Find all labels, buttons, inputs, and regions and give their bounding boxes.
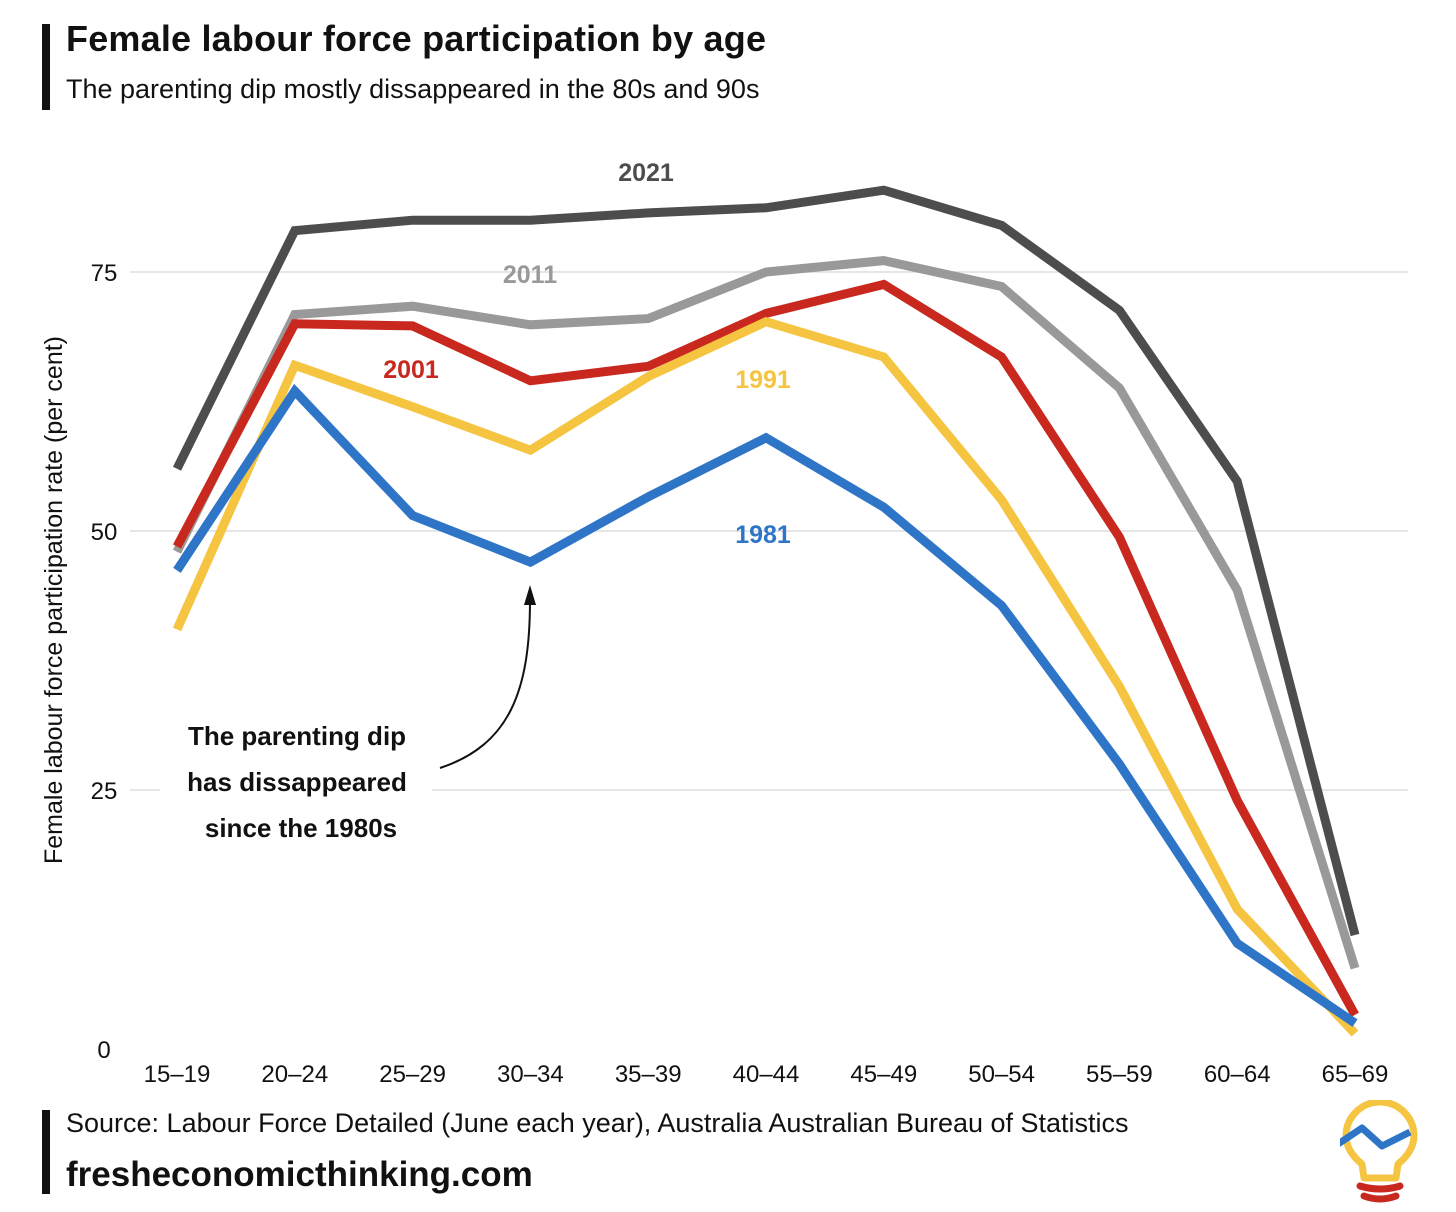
footer-accent-bar — [42, 1110, 50, 1194]
y-tick-label: 50 — [91, 519, 118, 546]
x-tick-label: 45–49 — [850, 1061, 917, 1088]
lightbulb-logo-icon — [1340, 1100, 1418, 1203]
series-label-2021: 2021 — [618, 159, 674, 187]
line-chart: 0 25 50 75 15–19 20–24 25–29 30–34 35–39 40–44 45… — [40, 159, 1408, 1088]
y-axis-label: Female labour force participation rate (… — [40, 336, 68, 864]
annotation-line-3: since the 1980s — [205, 813, 397, 843]
y-tick-label: 75 — [91, 260, 118, 287]
x-tick-label: 25–29 — [379, 1061, 446, 1088]
x-tick-label: 50–54 — [968, 1061, 1035, 1088]
y-axis-ticks: 0 25 50 75 — [91, 260, 118, 1064]
chart-title: Female labour force participation by age — [66, 18, 767, 59]
chart-subtitle: The parenting dip mostly dissappeared in… — [66, 74, 760, 104]
annotation-arrowhead — [524, 585, 536, 605]
annotation-arrow — [439, 599, 531, 769]
series-line-2011 — [172, 256, 1360, 970]
annotation: The parenting dip has dissappeared since… — [160, 585, 536, 852]
website-url: fresheconomicthinking.com — [66, 1155, 533, 1194]
x-tick-label: 35–39 — [615, 1061, 682, 1088]
series-line-1991 — [172, 316, 1359, 1037]
x-tick-label: 55–59 — [1086, 1061, 1153, 1088]
series-label-1981: 1981 — [735, 521, 791, 549]
y-tick-label: 25 — [91, 778, 118, 805]
series-label-1991: 1991 — [735, 366, 791, 394]
y-tick-label: 0 — [97, 1037, 110, 1064]
x-axis-ticks: 15–19 20–24 25–29 30–34 35–39 40–44 45–49 50–54… — [144, 1061, 1389, 1088]
series-line-1981 — [173, 383, 1358, 1027]
series-labels: 2021 2011 2001 1991 1981 — [383, 159, 791, 549]
x-tick-label: 15–19 — [144, 1061, 211, 1088]
x-tick-label: 40–44 — [733, 1061, 800, 1088]
title-accent-bar — [42, 24, 50, 110]
series-line-2001 — [173, 279, 1359, 1017]
series-lines — [172, 185, 1360, 1037]
annotation-line-2: has dissappeared — [187, 767, 407, 797]
x-tick-label: 60–64 — [1204, 1061, 1271, 1088]
annotation-line-1: The parenting dip — [188, 721, 406, 751]
x-tick-label: 20–24 — [261, 1061, 328, 1088]
source-note: Source: Labour Force Detailed (June each… — [66, 1108, 1129, 1138]
x-tick-label: 30–34 — [497, 1061, 564, 1088]
series-label-2011: 2011 — [503, 261, 557, 289]
x-tick-label: 65–69 — [1322, 1061, 1389, 1088]
series-line-2021 — [172, 185, 1360, 937]
series-label-2001: 2001 — [383, 356, 439, 384]
